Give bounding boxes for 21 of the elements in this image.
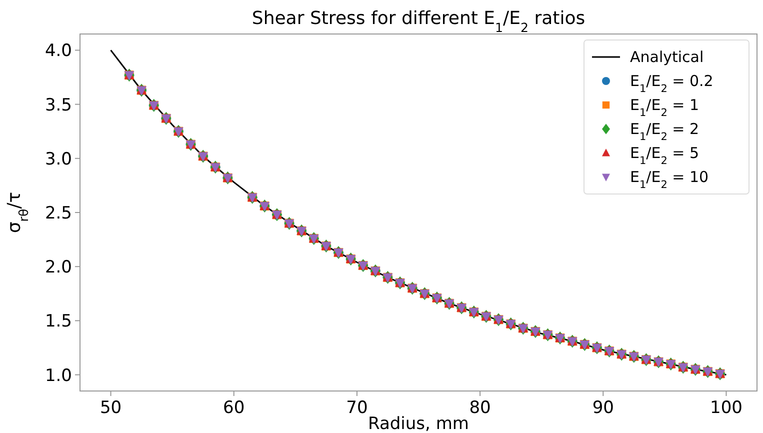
y-tick-label: 4.0 (44, 41, 72, 62)
y-tick-label: 3.0 (44, 149, 72, 170)
legend-label: E$_{1}$/E$_{2}$ = 1 (630, 96, 700, 119)
x-tick-label: 60 (223, 398, 245, 418)
chart-title: Shear Stress for different E$_{1}$/E$_{2}$ ratios (252, 8, 586, 34)
y-tick-label: 1.0 (44, 366, 72, 386)
legend-label: E$_{1}$/E$_{2}$ = 2 (630, 120, 700, 143)
x-axis-title: Radius, mm (368, 414, 469, 433)
x-tick-label: 90 (592, 398, 614, 418)
y-tick-label: 1.5 (44, 312, 72, 332)
x-tick-label: 80 (469, 398, 491, 418)
x-tick-label: 100 (710, 398, 742, 418)
legend-label: E$_{1}$/E$_{2}$ = 5 (630, 144, 700, 167)
legend-label: E$_{1}$/E$_{2}$ = 0.2 (630, 72, 714, 95)
x-tick-label: 50 (100, 398, 122, 418)
y-tick-label: 2.5 (44, 204, 72, 224)
legend-label: Analytical (630, 48, 704, 66)
y-tick-label: 2.0 (44, 258, 72, 278)
y-tick-label: 3.5 (44, 95, 72, 116)
legend-label: E$_{1}$/E$_{2}$ = 10 (630, 168, 709, 191)
x-tick-label: 70 (346, 398, 368, 418)
